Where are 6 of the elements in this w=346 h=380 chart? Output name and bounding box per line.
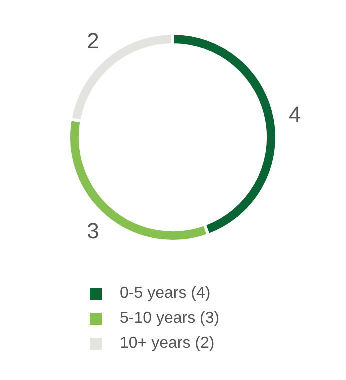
legend-label: 0-5 years (4): [120, 284, 211, 302]
data-label: 4: [288, 102, 302, 128]
data-label: 2: [87, 28, 100, 54]
data-label: 3: [87, 218, 100, 244]
legend-label: 5-10 years (3): [120, 310, 220, 328]
legend-label: 10+ years (2): [120, 334, 215, 352]
